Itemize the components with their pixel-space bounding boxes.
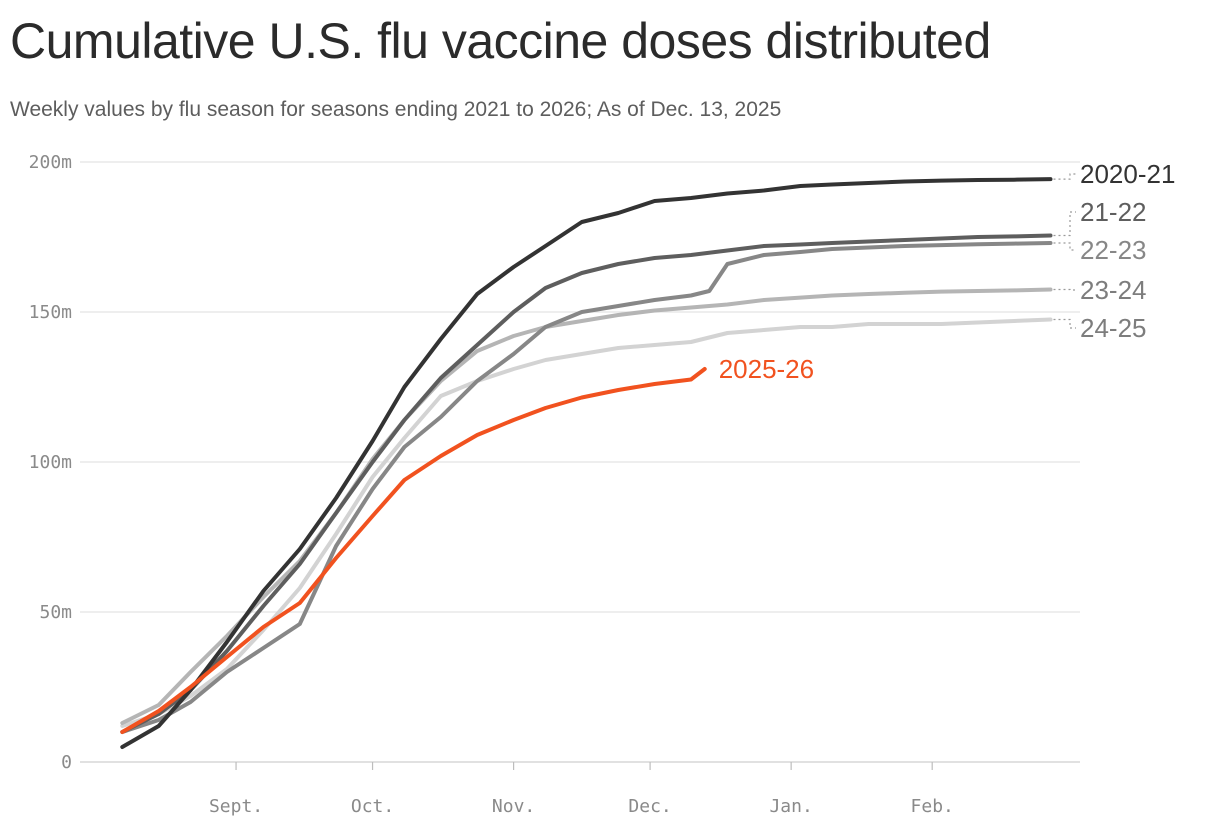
- x-tick-label: Sept.: [209, 796, 263, 817]
- series-label-24-25: 24-25: [1080, 313, 1147, 343]
- x-tick-label: Jan.: [769, 796, 812, 817]
- y-tick-label: 150m: [29, 302, 72, 323]
- label-connector: [1053, 173, 1076, 180]
- chart-title: Cumulative U.S. flu vaccine doses distri…: [10, 13, 991, 69]
- y-tick-label: 50m: [39, 602, 72, 623]
- series-line-2025-26: [120, 367, 707, 734]
- y-tick-label: 200m: [29, 152, 72, 173]
- x-axis: Sept. Oct. Nov. Dec. Jan. Feb.: [209, 762, 954, 817]
- series-line-24-25: [120, 317, 1053, 728]
- y-tick-label: 0: [61, 752, 72, 773]
- series-label-22-23: 22-23: [1080, 235, 1147, 265]
- y-tick-label: 100m: [29, 452, 72, 473]
- series-line-2020-21: [120, 177, 1053, 749]
- series-lines: [120, 177, 1053, 749]
- series-line-23-24: [120, 287, 1053, 725]
- x-tick-label: Nov.: [492, 796, 535, 817]
- series-label-2020-21: 2020-21: [1080, 159, 1175, 189]
- x-tick-label: Feb.: [911, 796, 954, 817]
- series-label-2025-26: 2025-26: [719, 354, 814, 384]
- label-connector: [1053, 211, 1076, 237]
- series-line-21-22: [120, 233, 1053, 734]
- label-connector: [1053, 288, 1076, 291]
- series-label-23-24: 23-24: [1080, 275, 1147, 305]
- chart-subtitle: Weekly values by flu season for seasons …: [10, 98, 782, 121]
- label-connector: [1053, 318, 1076, 329]
- y-axis: 0 50m 100m 150m 200m: [29, 152, 72, 773]
- x-tick-label: Oct.: [351, 796, 394, 817]
- label-connector: [1053, 242, 1076, 251]
- series-line-22-23: [120, 241, 1053, 734]
- series-label-21-22: 21-22: [1080, 197, 1147, 227]
- x-tick-label: Dec.: [628, 796, 671, 817]
- series-labels: 24-25 23-24 22-23 21-22 2020-21 2025-26: [719, 159, 1176, 384]
